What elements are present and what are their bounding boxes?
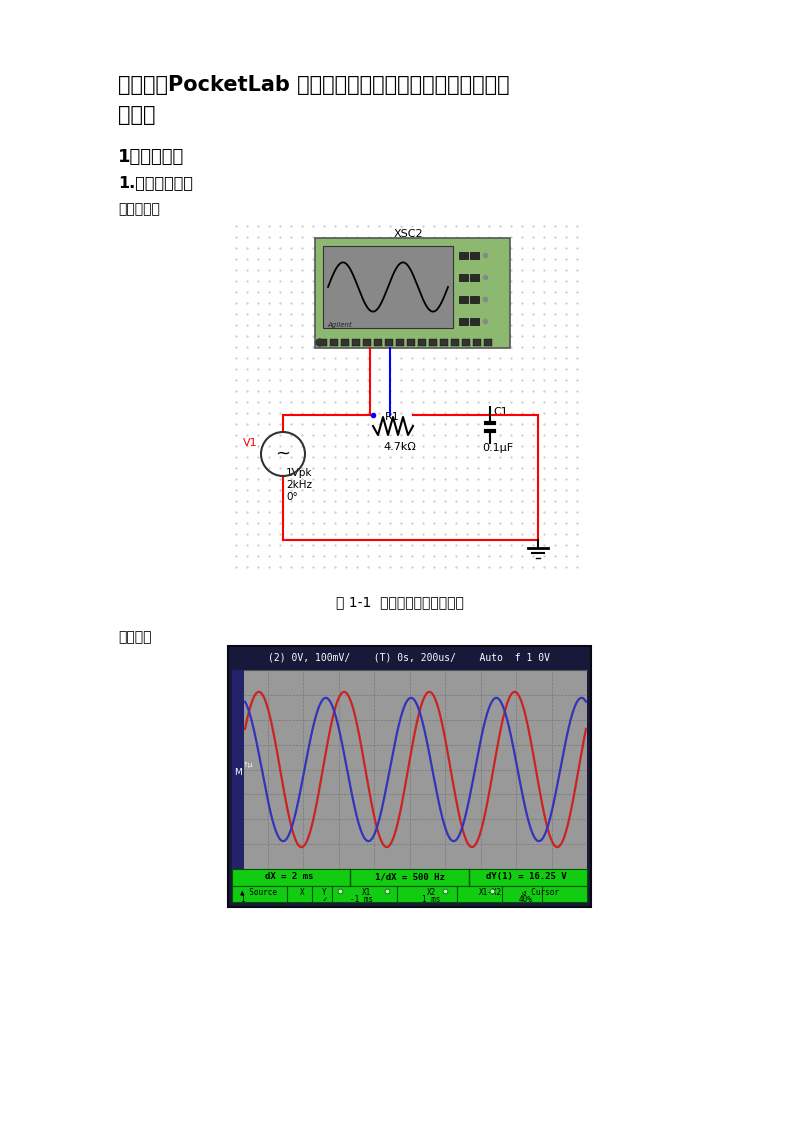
Bar xyxy=(385,338,393,346)
Text: ✓: ✓ xyxy=(322,895,326,904)
Bar xyxy=(319,338,327,346)
Bar xyxy=(315,238,510,348)
Text: 实验一：PocketLab 的使用、电子元器件特性测试和基尔霋: 实验一：PocketLab 的使用、电子元器件特性测试和基尔霋 xyxy=(118,75,510,95)
Bar xyxy=(459,274,468,281)
Bar xyxy=(352,338,360,346)
Text: Agilent: Agilent xyxy=(327,321,352,328)
Bar xyxy=(418,338,426,346)
Text: 4.7kΩ: 4.7kΩ xyxy=(383,441,416,452)
Text: M: M xyxy=(234,767,242,777)
Text: X1: X1 xyxy=(362,887,371,897)
Text: -1 ms: -1 ms xyxy=(350,895,373,904)
Bar xyxy=(396,338,404,346)
Bar xyxy=(374,338,382,346)
Bar xyxy=(407,338,415,346)
Bar xyxy=(232,650,587,670)
Bar xyxy=(232,886,587,902)
Bar xyxy=(473,338,481,346)
Text: ▲ Source: ▲ Source xyxy=(240,887,277,897)
Text: XSC2: XSC2 xyxy=(393,229,423,239)
Bar xyxy=(341,338,349,346)
Bar xyxy=(484,338,492,346)
Text: 1.电容伏安特性: 1.电容伏安特性 xyxy=(118,175,193,190)
Bar xyxy=(363,338,371,346)
Bar xyxy=(451,338,459,346)
Text: 图 1-1  电容伏安特性实验电路: 图 1-1 电容伏安特性实验电路 xyxy=(336,595,464,609)
Text: ↺ Cursor: ↺ Cursor xyxy=(522,887,559,897)
Text: 0.1μF: 0.1μF xyxy=(482,443,513,453)
Bar xyxy=(470,318,479,325)
Text: 1 ms: 1 ms xyxy=(422,895,441,904)
Text: 波形图：: 波形图： xyxy=(118,631,151,644)
Text: X2: X2 xyxy=(427,887,436,897)
Text: R1: R1 xyxy=(385,412,400,422)
Bar xyxy=(470,252,479,259)
Bar xyxy=(232,869,587,886)
Bar xyxy=(323,246,453,328)
Text: 1/dX = 500 Hz: 1/dX = 500 Hz xyxy=(374,872,445,881)
Text: V1: V1 xyxy=(243,438,258,448)
Text: 40%: 40% xyxy=(519,895,533,904)
Bar xyxy=(470,274,479,281)
Text: Y: Y xyxy=(322,887,326,897)
Text: ↑μ: ↑μ xyxy=(243,762,254,767)
Bar xyxy=(330,338,338,346)
Text: 1、仿真实验: 1、仿真实验 xyxy=(118,148,184,166)
Bar xyxy=(440,338,448,346)
Text: 0°: 0° xyxy=(286,492,298,501)
Text: 1Vpk: 1Vpk xyxy=(286,468,313,478)
Bar xyxy=(470,295,479,303)
Text: X1-X2: X1-X2 xyxy=(479,887,502,897)
Text: 2kHz: 2kHz xyxy=(286,480,312,490)
Text: ~: ~ xyxy=(275,445,290,463)
Text: (2) 0V, 100mV/    (T) 0s, 200us/    Auto  f 1 0V: (2) 0V, 100mV/ (T) 0s, 200us/ Auto f 1 0… xyxy=(269,653,550,663)
Text: 1: 1 xyxy=(240,895,245,904)
Bar xyxy=(232,670,244,869)
Bar xyxy=(232,670,587,869)
Text: X: X xyxy=(300,887,305,897)
Bar xyxy=(459,252,468,259)
Bar xyxy=(462,338,470,346)
Text: C1: C1 xyxy=(493,408,508,417)
Bar xyxy=(228,646,591,907)
Bar xyxy=(459,318,468,325)
Bar xyxy=(459,295,468,303)
Bar xyxy=(429,338,437,346)
Text: dY(1) = 16.25 V: dY(1) = 16.25 V xyxy=(486,872,567,881)
Text: dX = 2 ms: dX = 2 ms xyxy=(265,872,313,881)
Text: 夫定理: 夫定理 xyxy=(118,105,155,125)
Text: 实验电路：: 实验电路： xyxy=(118,201,160,216)
